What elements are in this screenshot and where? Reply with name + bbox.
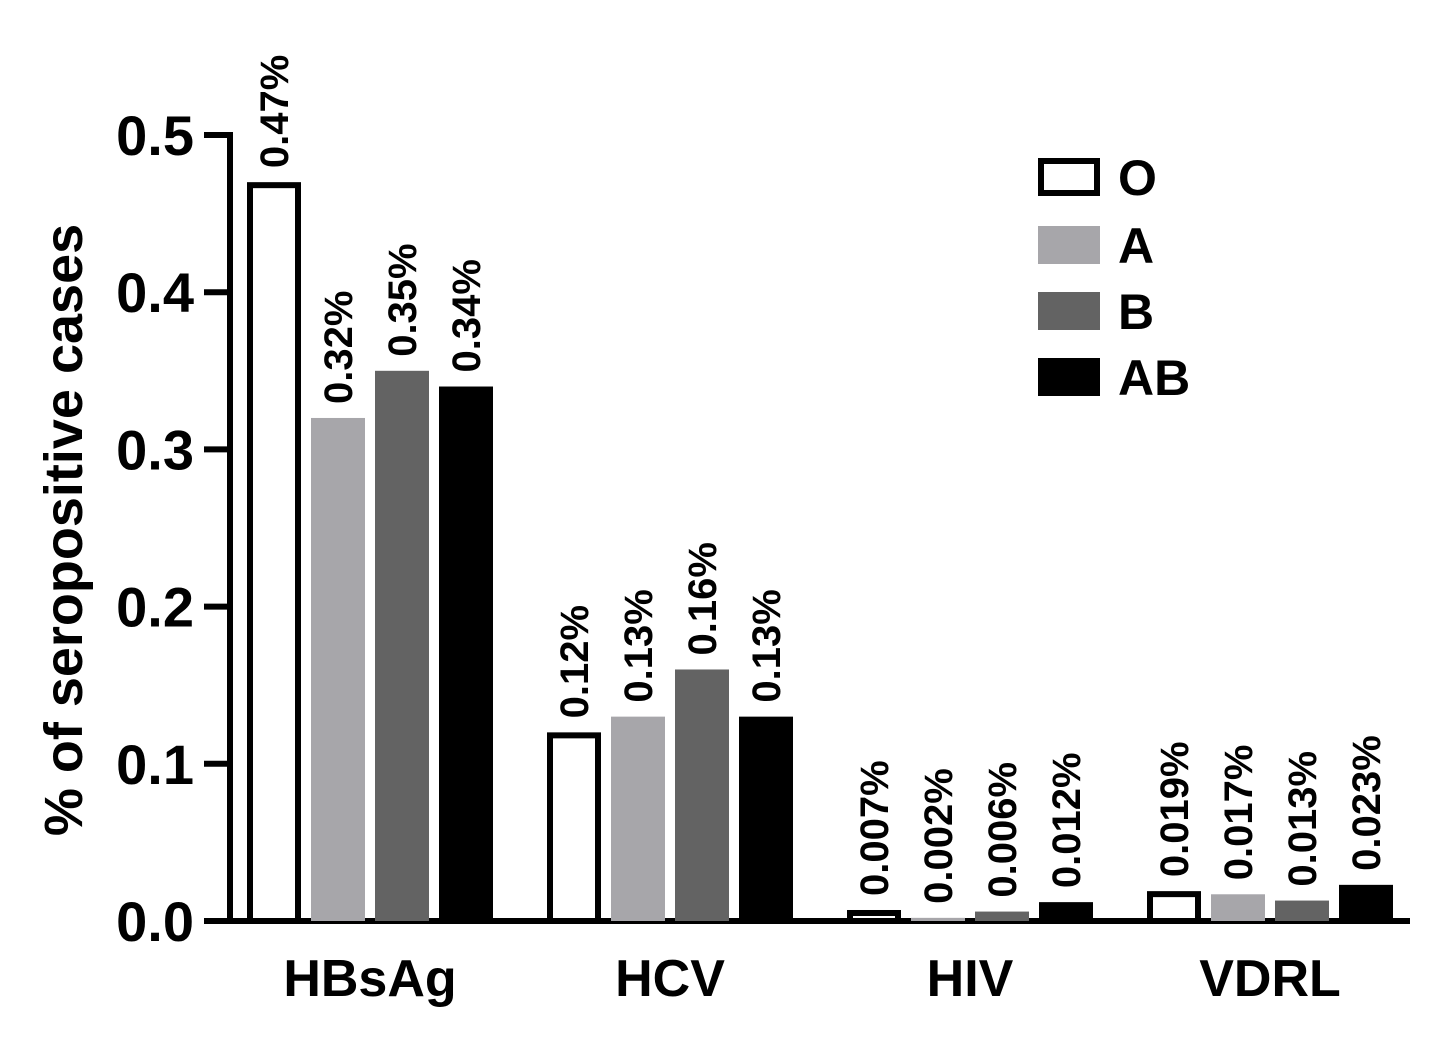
y-tick-label: 0.0 (116, 890, 194, 953)
y-tick-label: 0.1 (116, 733, 194, 796)
x-tick-label-HCV: HCV (615, 950, 725, 1008)
bar-A-HBsAg (311, 417, 365, 921)
bar-B-VDRL (1275, 900, 1329, 921)
bars (247, 182, 1393, 925)
bar-A-VDRL (1211, 894, 1265, 921)
bar-AB-HCV (739, 716, 793, 921)
y-tick-label: 0.4 (116, 261, 194, 324)
data-label-AB-HIV: 0.012% (1045, 752, 1089, 888)
data-label-B-HCV: 0.16% (681, 542, 725, 655)
x-tick-label-VDRL: VDRL (1199, 950, 1341, 1008)
bar-B-HCV (675, 669, 729, 921)
y-tick-label: 0.2 (116, 576, 194, 639)
data-label-A-HCV: 0.13% (617, 589, 661, 702)
x-tick-label-HIV: HIV (927, 950, 1014, 1008)
data-label-AB-HBsAg: 0.34% (445, 259, 489, 372)
data-label-B-HBsAg: 0.35% (381, 243, 425, 356)
bar-A-HCV (611, 716, 665, 921)
data-label-AB-VDRL: 0.023% (1345, 735, 1389, 871)
y-axis: 0.0 0.1 0.2 0.3 0.4 0.5 (116, 104, 233, 953)
legend-label-B: B (1118, 284, 1154, 340)
bar-O-HBsAg (247, 182, 301, 925)
bar-AB-VDRL (1339, 884, 1393, 921)
bar-AB-HIV (1039, 902, 1093, 921)
legend-swatch-O (1038, 158, 1100, 196)
data-label-O-VDRL: 0.019% (1153, 741, 1197, 877)
data-label-A-VDRL: 0.017% (1217, 745, 1261, 881)
data-label-AB-HCV: 0.13% (745, 589, 789, 702)
data-label-B-HIV: 0.006% (981, 762, 1025, 898)
legend-label-A: A (1118, 218, 1154, 274)
bar-B-HBsAg (375, 370, 429, 921)
bar-AB-HBsAg (439, 386, 493, 921)
legend-swatch-A (1038, 226, 1100, 264)
legend-swatch-B (1038, 292, 1100, 330)
data-label-O-HBsAg: 0.47% (253, 55, 297, 168)
x-axis: HBsAg HCV HIV VDRL (227, 918, 1410, 1008)
data-label-A-HIV: 0.002% (917, 768, 961, 904)
data-label-A-HBsAg: 0.32% (317, 291, 361, 404)
legend-label-O: O (1118, 150, 1157, 206)
y-axis-title: % of seropositive cases (34, 224, 94, 836)
y-tick-label: 0.3 (116, 418, 194, 481)
y-tick-label: 0.5 (116, 104, 194, 167)
bar-O-VDRL (1147, 891, 1201, 925)
bar-O-HIV (847, 909, 901, 924)
bar-A-HIV (911, 917, 965, 921)
data-label-O-HIV: 0.007% (853, 760, 897, 896)
bar-B-HIV (975, 911, 1029, 921)
data-label-O-HCV: 0.12% (553, 605, 597, 718)
data-label-B-VDRL: 0.013% (1281, 751, 1325, 887)
data-labels: 0.47% 0.32% 0.35% 0.34% 0.12% 0.13% 0.16% 0.13%… (253, 55, 1389, 904)
x-tick-label-HBsAg: HBsAg (283, 950, 456, 1008)
legend-label-AB: AB (1118, 350, 1190, 406)
bar-O-HCV (547, 732, 601, 924)
legend-swatch-AB (1038, 358, 1100, 396)
